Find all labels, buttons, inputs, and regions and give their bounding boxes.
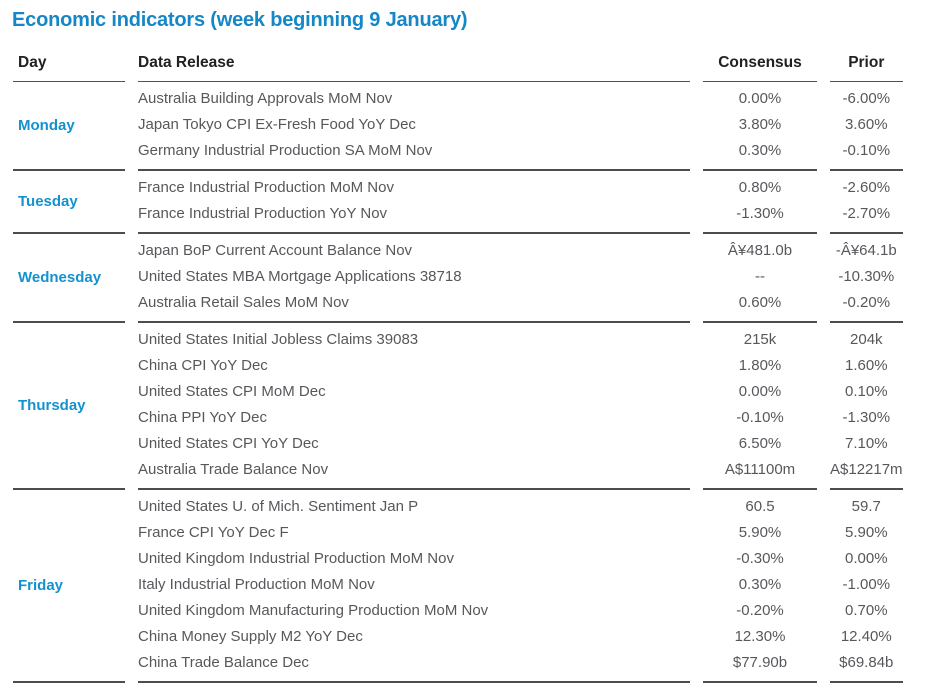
consensus-cell: 1.80% (738, 357, 782, 374)
release-cell: Italy Industrial Production MoM Nov (138, 576, 375, 593)
table-row: France Industrial Production YoY Nov -1.3… (13, 201, 903, 234)
consensus-cell: 0.80% (738, 179, 782, 196)
prior-cell: -0.10% (830, 138, 903, 171)
table-row: China PPI YoY Dec -0.10% -1.30% (13, 405, 903, 431)
prior-cell: 204k (850, 331, 883, 348)
table-row: Germany Industrial Production SA MoM Nov… (13, 138, 903, 171)
prior-cell: -1.30% (842, 409, 891, 426)
release-cell: Australia Trade Balance Nov (138, 457, 690, 490)
day-label: Friday (13, 490, 125, 683)
release-cell: United States CPI YoY Dec (138, 435, 319, 452)
prior-cell: 7.10% (845, 435, 888, 452)
prior-cell: 0.00% (845, 550, 888, 567)
table-row: United States CPI YoY Dec 6.50% 7.10% (13, 431, 903, 457)
column-header-consensus: Consensus (703, 38, 817, 82)
prior-cell: 0.70% (845, 602, 888, 619)
consensus-cell: 0.60% (703, 290, 817, 323)
release-cell: China Money Supply M2 YoY Dec (138, 628, 363, 645)
consensus-cell: Â¥481.0b (727, 242, 793, 259)
table-row: China CPI YoY Dec 1.80% 1.60% (13, 353, 903, 379)
consensus-cell: 0.30% (738, 576, 782, 593)
prior-cell: -2.60% (842, 179, 891, 196)
prior-cell: $69.84b (830, 650, 903, 683)
consensus-cell: 3.80% (738, 116, 782, 133)
page-title: Economic indicators (week beginning 9 Ja… (12, 9, 468, 31)
prior-cell: A$12217m (830, 457, 903, 490)
table-row: Friday United States U. of Mich. Sentimen… (13, 490, 903, 683)
prior-cell: 59.7 (851, 498, 881, 515)
prior-cell: -1.00% (842, 576, 891, 593)
prior-cell: 12.40% (840, 628, 892, 645)
table-row: Japan Tokyo CPI Ex-Fresh Food YoY Dec 3.8… (13, 112, 903, 138)
consensus-cell: 6.50% (738, 435, 782, 452)
prior-cell: -6.00% (842, 90, 891, 107)
day-label: Monday (13, 82, 125, 171)
table-row: Tuesday France Industrial Production MoM … (13, 171, 903, 234)
prior-cell: 1.60% (845, 357, 888, 374)
table-row: France CPI YoY Dec F 5.90% 5.90% (13, 520, 903, 546)
release-cell: Japan BoP Current Account Balance Nov (138, 242, 413, 259)
table-row: Italy Industrial Production MoM Nov 0.30%… (13, 572, 903, 598)
column-header-day: Day (13, 38, 125, 82)
consensus-cell: 0.30% (703, 138, 817, 171)
release-cell: Japan Tokyo CPI Ex-Fresh Food YoY Dec (138, 116, 416, 133)
release-cell: France Industrial Production MoM Nov (138, 179, 394, 196)
release-cell: United Kingdom Industrial Production MoM… (138, 550, 454, 567)
consensus-cell: 12.30% (734, 628, 786, 645)
consensus-cell: 0.00% (738, 90, 782, 107)
indicators-table: Day Data Release Consensus Prior Monday A… (0, 38, 916, 683)
release-cell: China CPI YoY Dec (138, 357, 268, 374)
table-row: United States CPI MoM Dec 0.00% 0.10% (13, 379, 903, 405)
release-cell: United States U. of Mich. Sentiment Jan … (138, 498, 419, 515)
table-row: Wednesday Japan BoP Current Account Balan… (13, 234, 903, 323)
prior-cell: 5.90% (845, 524, 888, 541)
table-row: United Kingdom Manufacturing Production … (13, 598, 903, 624)
day-label: Thursday (13, 323, 125, 490)
consensus-cell: -0.10% (736, 409, 784, 426)
prior-cell: -0.20% (830, 290, 903, 323)
release-cell: Germany Industrial Production SA MoM Nov (138, 138, 690, 171)
release-cell: United States Initial Jobless Claims 390… (138, 331, 419, 348)
consensus-cell: -- (755, 268, 765, 285)
release-cell: China Trade Balance Dec (138, 650, 690, 683)
table-row: China Trade Balance Dec $77.90b $69.84b (13, 650, 903, 683)
day-label: Tuesday (13, 171, 125, 234)
table-row: Australia Trade Balance Nov A$11100m A$122… (13, 457, 903, 490)
consensus-cell: 215k (743, 331, 777, 348)
prior-cell: 3.60% (845, 116, 888, 133)
consensus-cell: -0.20% (736, 602, 784, 619)
prior-cell: -10.30% (838, 268, 895, 285)
consensus-cell: 5.90% (738, 524, 782, 541)
column-header-data-release: Data Release (138, 38, 690, 82)
prior-cell: 0.10% (845, 383, 888, 400)
table-row: Thursday United States Initial Jobless Cl… (13, 323, 903, 490)
prior-cell: -Â¥64.1b (835, 242, 897, 259)
table-row: United States MBA Mortgage Applications … (13, 264, 903, 290)
table-row: China Money Supply M2 YoY Dec 12.30% 12.40… (13, 624, 903, 650)
header-row: Day Data Release Consensus Prior (13, 38, 903, 82)
release-cell: United States MBA Mortgage Applications … (138, 268, 462, 285)
release-cell: United States CPI MoM Dec (138, 383, 326, 400)
release-cell: France Industrial Production YoY Nov (138, 201, 690, 234)
prior-cell: -2.70% (830, 201, 903, 234)
consensus-cell: $77.90b (703, 650, 817, 683)
release-cell: China PPI YoY Dec (138, 409, 267, 426)
consensus-cell: 0.00% (738, 383, 782, 400)
release-cell: United Kingdom Manufacturing Production … (138, 602, 489, 619)
column-header-prior: Prior (830, 38, 903, 82)
consensus-cell: 60.5 (745, 498, 775, 515)
consensus-cell: A$11100m (703, 457, 817, 490)
release-cell: France CPI YoY Dec F (138, 524, 289, 541)
release-cell: Australia Retail Sales MoM Nov (138, 290, 690, 323)
consensus-cell: -1.30% (703, 201, 817, 234)
consensus-cell: -0.30% (736, 550, 784, 567)
table-body: Monday Australia Building Approvals MoM N… (13, 82, 903, 683)
table-row: Monday Australia Building Approvals MoM N… (13, 82, 903, 171)
release-cell: Australia Building Approvals MoM Nov (138, 90, 393, 107)
page: Economic indicators (week beginning 9 Ja… (0, 9, 940, 683)
day-label: Wednesday (13, 234, 125, 323)
table-row: United Kingdom Industrial Production MoM… (13, 546, 903, 572)
table-row: Australia Retail Sales MoM Nov 0.60% -0.20… (13, 290, 903, 323)
